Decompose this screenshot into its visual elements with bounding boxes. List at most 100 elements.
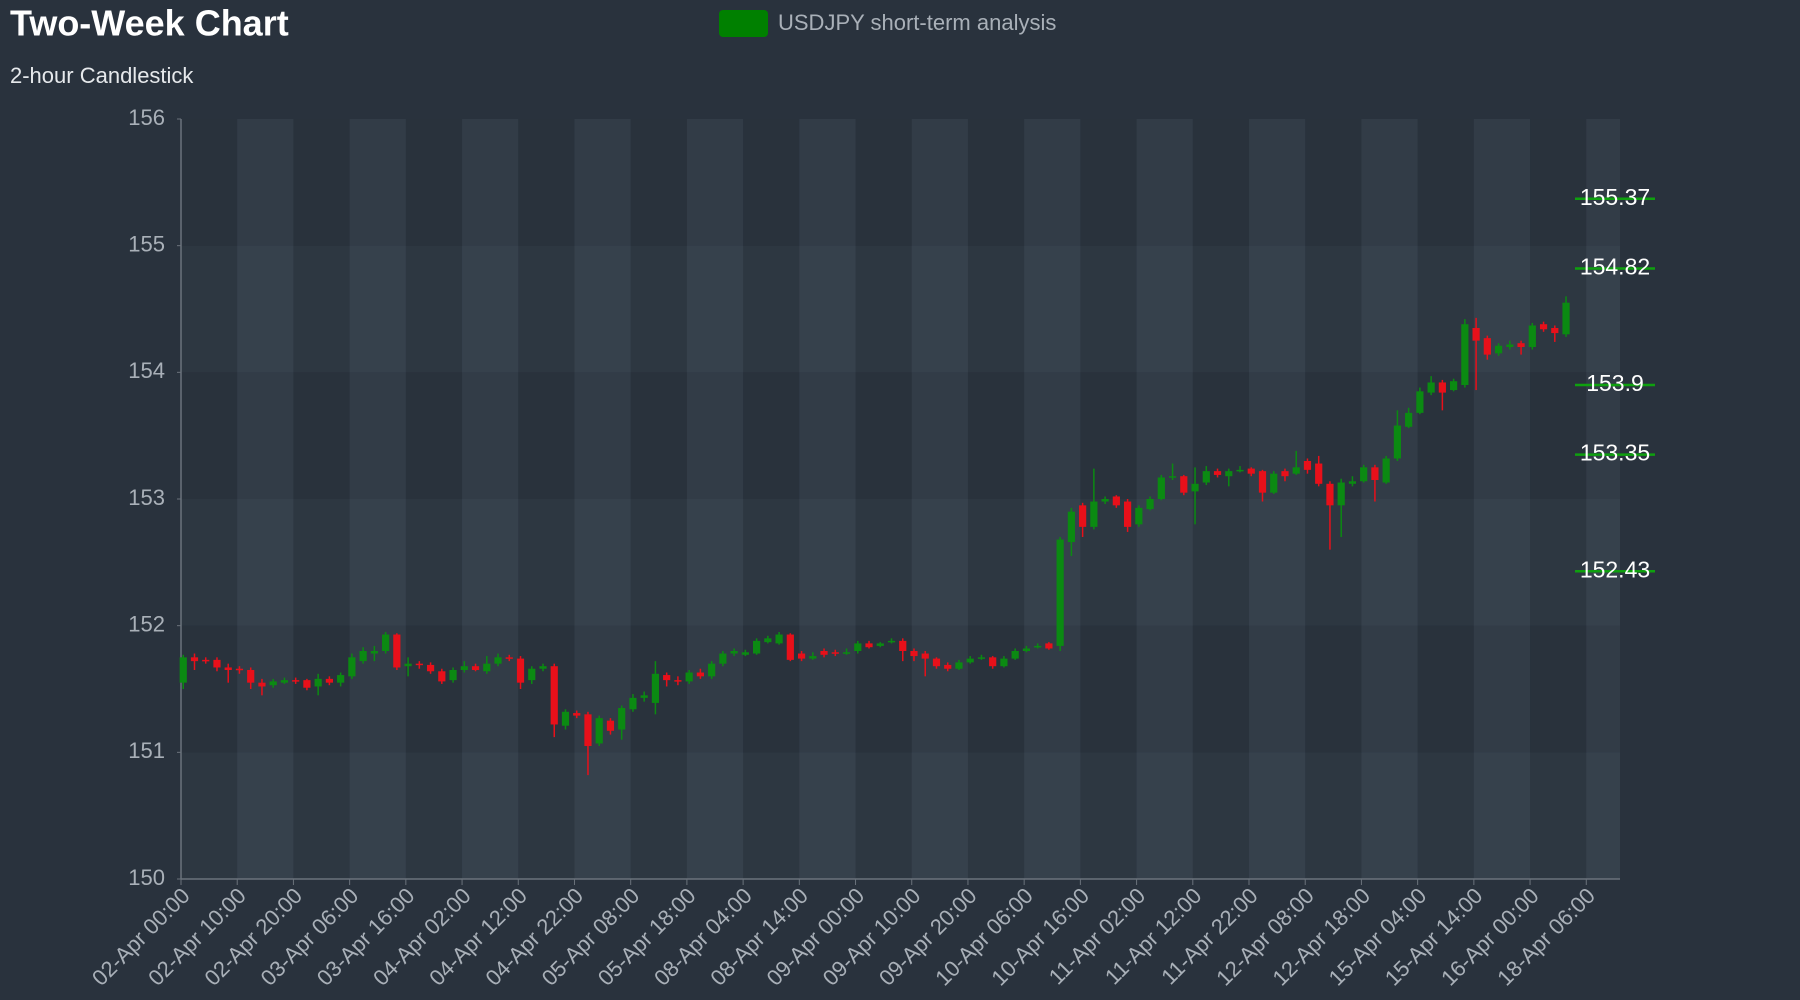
candle-body (415, 663, 423, 666)
column-band (181, 119, 238, 879)
candle-body (404, 663, 412, 667)
candle-body (1270, 473, 1278, 493)
candle-body (1360, 467, 1368, 482)
candle-body (179, 657, 187, 683)
level-label: 153.9 (1586, 370, 1644, 396)
candle-body (1348, 481, 1357, 484)
candle-body (854, 643, 862, 651)
column-band (1361, 119, 1418, 879)
column-band (237, 119, 294, 879)
candle-body (449, 670, 457, 681)
candle-body (876, 643, 884, 646)
candle-body (1371, 467, 1379, 480)
level-label: 152.43 (1580, 556, 1650, 582)
candle-body (1382, 458, 1390, 483)
row-band (181, 245, 1620, 373)
candle-body (809, 656, 817, 659)
candle-body (213, 659, 221, 668)
level-label: 153.35 (1580, 440, 1650, 466)
candle-body (471, 666, 480, 670)
column-band (1024, 119, 1081, 879)
candle-body (1539, 324, 1548, 330)
column-band (855, 119, 912, 879)
candle-body (1236, 469, 1244, 472)
candle-body (1405, 412, 1413, 427)
candle-body (325, 678, 333, 683)
candle-body (438, 671, 446, 682)
column-band (1586, 119, 1620, 879)
y-tick-label: 151 (128, 738, 165, 763)
candle-body (359, 651, 367, 662)
candle-body (1157, 477, 1165, 499)
candle-body (1191, 483, 1199, 492)
column-band (405, 119, 463, 879)
candle-body (1034, 645, 1042, 648)
level-label: 155.37 (1580, 184, 1650, 210)
candle-body (1090, 501, 1098, 527)
column-band (911, 119, 968, 879)
candle-body (1056, 539, 1064, 646)
column-band (1192, 119, 1250, 879)
column-band (1530, 119, 1587, 879)
candle-body (820, 651, 828, 655)
candle-body (842, 652, 851, 654)
column-band (1249, 119, 1306, 879)
candle-body (426, 664, 435, 672)
legend-label[interactable]: USDJPY short-term analysis (778, 10, 1056, 35)
candle-body (1438, 382, 1446, 393)
candle-body (573, 713, 581, 716)
candle-body (685, 672, 693, 682)
column-band (462, 119, 519, 879)
column-band (518, 119, 575, 879)
candle-body (1551, 328, 1559, 334)
column-band (349, 119, 406, 879)
candle-body (1562, 302, 1570, 335)
candle-body (966, 658, 974, 663)
candle-body (1337, 482, 1345, 506)
candle-body (337, 675, 345, 683)
candle-body (618, 708, 626, 730)
candle-body (1022, 648, 1031, 651)
candle-body (944, 664, 952, 669)
candle-body (1461, 324, 1469, 385)
column-band (743, 119, 800, 879)
y-tick-label: 154 (128, 358, 165, 383)
candle-body (247, 670, 255, 683)
candle-body (314, 678, 322, 687)
candle-body (528, 668, 536, 681)
candle-body (775, 634, 783, 644)
candle-body (1112, 496, 1120, 506)
candle-body (1079, 505, 1087, 527)
candle-body (1135, 507, 1143, 525)
candle-body (393, 634, 401, 668)
candle-body (932, 658, 941, 667)
candle-body (348, 657, 356, 677)
candle-body (1315, 463, 1323, 484)
candle-body (1123, 501, 1132, 527)
column-band (799, 119, 856, 879)
candle-body (1517, 343, 1525, 347)
y-tick-label: 155 (128, 231, 165, 256)
candle-body (989, 657, 997, 667)
candle-body (719, 653, 727, 664)
candle-body (505, 657, 513, 659)
candle-body (258, 682, 266, 687)
candle-body (235, 668, 244, 671)
y-tick-label: 150 (128, 865, 165, 890)
candle-body (887, 640, 896, 643)
chart-subtitle: 2-hour Candlestick (10, 63, 194, 88)
legend-swatch[interactable] (719, 10, 768, 37)
candle-body (730, 651, 738, 654)
candle-body (786, 634, 794, 660)
candle-body (595, 718, 603, 744)
candle-body (550, 666, 558, 725)
column-band (293, 119, 350, 879)
candle-body (1483, 338, 1491, 355)
candle-body (640, 695, 648, 698)
candle-body (651, 673, 660, 703)
candle-body (977, 657, 986, 659)
candle-body (1168, 476, 1177, 478)
column-band (630, 119, 687, 879)
candle-body (663, 675, 671, 681)
